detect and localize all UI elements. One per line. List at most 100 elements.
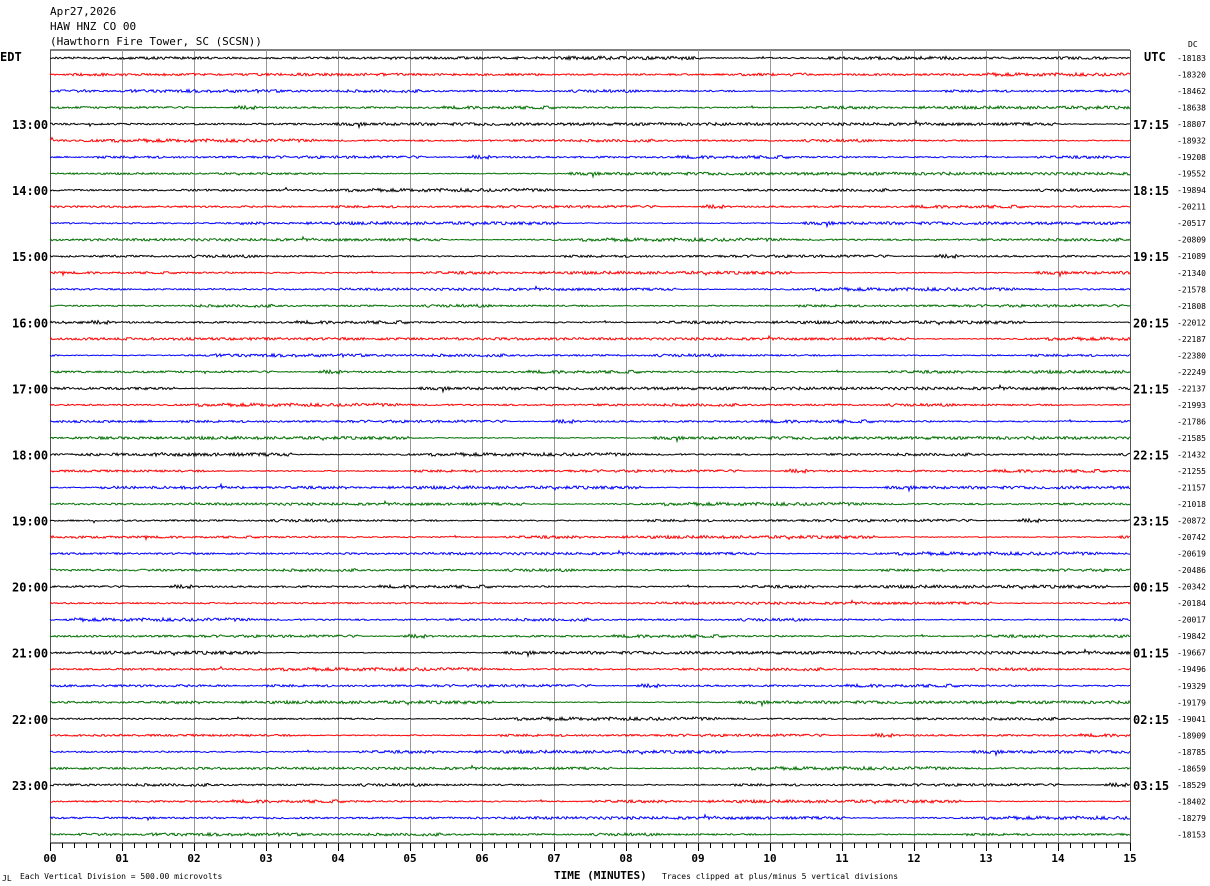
trace-line — [49, 186, 1131, 194]
dc-offset-label: -21786 — [1177, 417, 1206, 426]
dc-offset-label: -21255 — [1177, 467, 1206, 476]
x-tick-label: 11 — [835, 852, 849, 865]
trace-line — [50, 54, 1130, 62]
dc-offset-label: -22249 — [1177, 368, 1206, 377]
trace-line — [49, 269, 1131, 279]
dc-offset-label: -20211 — [1177, 203, 1206, 212]
right-hour-label: 18:15 — [1133, 184, 1169, 198]
trace-line — [49, 203, 1131, 210]
left-hour-label: 23:00 — [12, 779, 48, 793]
dc-offset-label: -18279 — [1177, 814, 1206, 823]
right-hour-label: 03:15 — [1133, 779, 1169, 793]
dc-offset-label: -18638 — [1177, 104, 1206, 113]
dc-offset-label: -21578 — [1177, 285, 1206, 294]
dc-offset-label: -21157 — [1177, 484, 1206, 493]
dc-offset-label: -22012 — [1177, 318, 1206, 327]
trace-line — [49, 813, 1131, 822]
dc-offset-label: -18320 — [1177, 71, 1206, 80]
trace-line — [49, 368, 1131, 375]
x-tick-label: 03 — [259, 852, 272, 865]
x-axis: 00 01 02 03 04 05 06 07 08 09 10 11 12 13 14 15 — [43, 843, 1137, 865]
left-hour-label: 21:00 — [12, 647, 48, 661]
trace-line — [49, 220, 1131, 229]
dc-offset-label: -21340 — [1177, 269, 1206, 278]
trace-line — [49, 699, 1131, 708]
left-hour-label: 17:00 — [12, 382, 48, 396]
trace-line — [49, 748, 1131, 757]
trace-line — [49, 285, 1131, 293]
left-hour-label: 19:00 — [12, 515, 48, 529]
right-hour-label: 21:15 — [1133, 382, 1169, 396]
trace-line — [50, 303, 1131, 309]
trace-line — [49, 171, 1131, 179]
labels: -18183 -18320 -18462 -18638 -18807 -18932 -192… — [12, 54, 1206, 839]
x-tick-label: 10 — [763, 852, 776, 865]
right-hour-label: 00:15 — [1133, 581, 1169, 595]
trace-line — [49, 732, 1131, 739]
clip-note: Traces clipped at plus/minus 5 vertical … — [662, 872, 898, 881]
trace-line — [49, 319, 1130, 326]
trace-line — [49, 715, 1131, 722]
trace-line — [49, 136, 1131, 144]
scale-note: Each Vertical Division = 500.00 microvol… — [20, 872, 222, 881]
x-tick-label: 00 — [43, 852, 56, 865]
trace-line — [49, 482, 1131, 493]
left-hour-label: 16:00 — [12, 316, 48, 330]
x-tick-label: 01 — [115, 852, 129, 865]
trace-line — [49, 451, 1130, 458]
dc-offset-label: -19329 — [1177, 682, 1206, 691]
dc-offset-label: -19552 — [1177, 170, 1206, 179]
trace-line — [49, 517, 1131, 524]
trace-line — [49, 253, 1131, 260]
right-hour-label: 22:15 — [1133, 448, 1169, 462]
dc-offset-label: -21089 — [1177, 252, 1206, 261]
right-hour-label: 01:15 — [1133, 647, 1169, 661]
dc-offset-label: -18932 — [1177, 137, 1206, 146]
left-hour-label: 14:00 — [12, 184, 48, 198]
trace-line — [50, 104, 1131, 111]
title-date: Apr27,2026 — [50, 5, 116, 18]
left-hour-label: 13:00 — [12, 118, 48, 132]
dc-offset-label: -22380 — [1177, 351, 1206, 360]
x-tick-label: 14 — [1051, 852, 1065, 865]
trace-line — [49, 798, 1131, 805]
trace-line — [49, 549, 1131, 557]
x-tick-label: 08 — [619, 852, 632, 865]
dc-offset-label: -18785 — [1177, 748, 1206, 757]
dc-offset-label: -20017 — [1177, 616, 1206, 625]
trace-line — [49, 435, 1131, 444]
dc-offset-label: -18909 — [1177, 731, 1206, 740]
dc-offset-label: -21585 — [1177, 434, 1206, 443]
trace-line — [49, 154, 1131, 161]
title-station: HAW HNZ CO 00 — [50, 20, 136, 33]
trace-line — [49, 71, 1131, 78]
trace-line — [49, 401, 1131, 408]
trace-line — [49, 88, 1131, 94]
trace-line — [49, 119, 1131, 130]
dc-offset-label: -19894 — [1177, 186, 1206, 195]
trace-line — [49, 682, 1130, 689]
left-hour-label: 22:00 — [12, 713, 48, 727]
corner-mark: JL — [2, 874, 12, 883]
x-tick-label: 04 — [331, 852, 345, 865]
trace-line — [50, 648, 1131, 658]
dc-header: DC — [1188, 40, 1198, 49]
dc-offset-label: -21432 — [1177, 450, 1206, 459]
dc-offset-label: -18659 — [1177, 764, 1206, 773]
left-hour-label: 18:00 — [12, 448, 48, 462]
trace-line — [49, 764, 1130, 772]
x-tick-label: 06 — [475, 852, 489, 865]
left-timezone: EDT — [0, 50, 22, 64]
trace-line — [49, 383, 1131, 394]
left-hour-label: 15:00 — [12, 250, 48, 264]
dc-offset-label: -19667 — [1177, 649, 1206, 658]
dc-offset-label: -20809 — [1177, 236, 1206, 245]
trace-line — [49, 352, 1131, 359]
trace-line — [49, 583, 1131, 590]
trace-line — [49, 418, 1131, 425]
right-timezone: UTC — [1144, 50, 1166, 64]
dc-offset-label: -19179 — [1177, 698, 1206, 707]
dc-offset-label: -20872 — [1177, 517, 1206, 526]
dc-offset-label: -20342 — [1177, 583, 1206, 592]
